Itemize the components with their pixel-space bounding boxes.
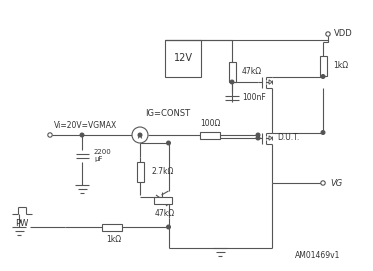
Text: 100Ω: 100Ω: [200, 118, 220, 127]
Text: μF: μF: [94, 156, 103, 162]
Polygon shape: [269, 80, 272, 84]
Text: 1kΩ: 1kΩ: [333, 62, 348, 70]
Bar: [200, 131, 220, 138]
Circle shape: [132, 127, 148, 143]
Circle shape: [321, 75, 325, 78]
Bar: [320, 56, 326, 76]
Text: 1kΩ: 1kΩ: [106, 234, 122, 244]
Text: 2.7kΩ: 2.7kΩ: [152, 167, 174, 176]
Text: 47kΩ: 47kΩ: [242, 67, 262, 76]
Circle shape: [256, 136, 260, 140]
Circle shape: [80, 133, 84, 137]
Circle shape: [321, 131, 325, 134]
Text: D.U.T.: D.U.T.: [277, 134, 299, 143]
Bar: [229, 62, 235, 82]
Bar: [102, 224, 122, 231]
Text: 47kΩ: 47kΩ: [155, 208, 175, 218]
Text: VG: VG: [330, 179, 342, 188]
Bar: [165, 40, 201, 76]
Text: IG=CONST: IG=CONST: [145, 108, 190, 118]
Circle shape: [48, 133, 52, 137]
Circle shape: [326, 32, 330, 36]
Text: VDD: VDD: [334, 30, 353, 38]
Text: 100nF: 100nF: [242, 93, 266, 102]
Text: AM01469v1: AM01469v1: [295, 250, 341, 260]
Text: PW: PW: [15, 220, 29, 228]
Circle shape: [167, 141, 170, 145]
Circle shape: [256, 133, 260, 137]
Text: 12V: 12V: [173, 53, 192, 63]
Circle shape: [230, 80, 234, 84]
Circle shape: [167, 225, 170, 229]
Text: 2200: 2200: [94, 149, 112, 155]
Circle shape: [321, 181, 325, 185]
Circle shape: [138, 133, 142, 137]
Text: Vi=20V=VGMAX: Vi=20V=VGMAX: [54, 121, 117, 130]
Bar: [137, 162, 144, 182]
Bar: [154, 196, 172, 204]
Polygon shape: [269, 136, 272, 140]
